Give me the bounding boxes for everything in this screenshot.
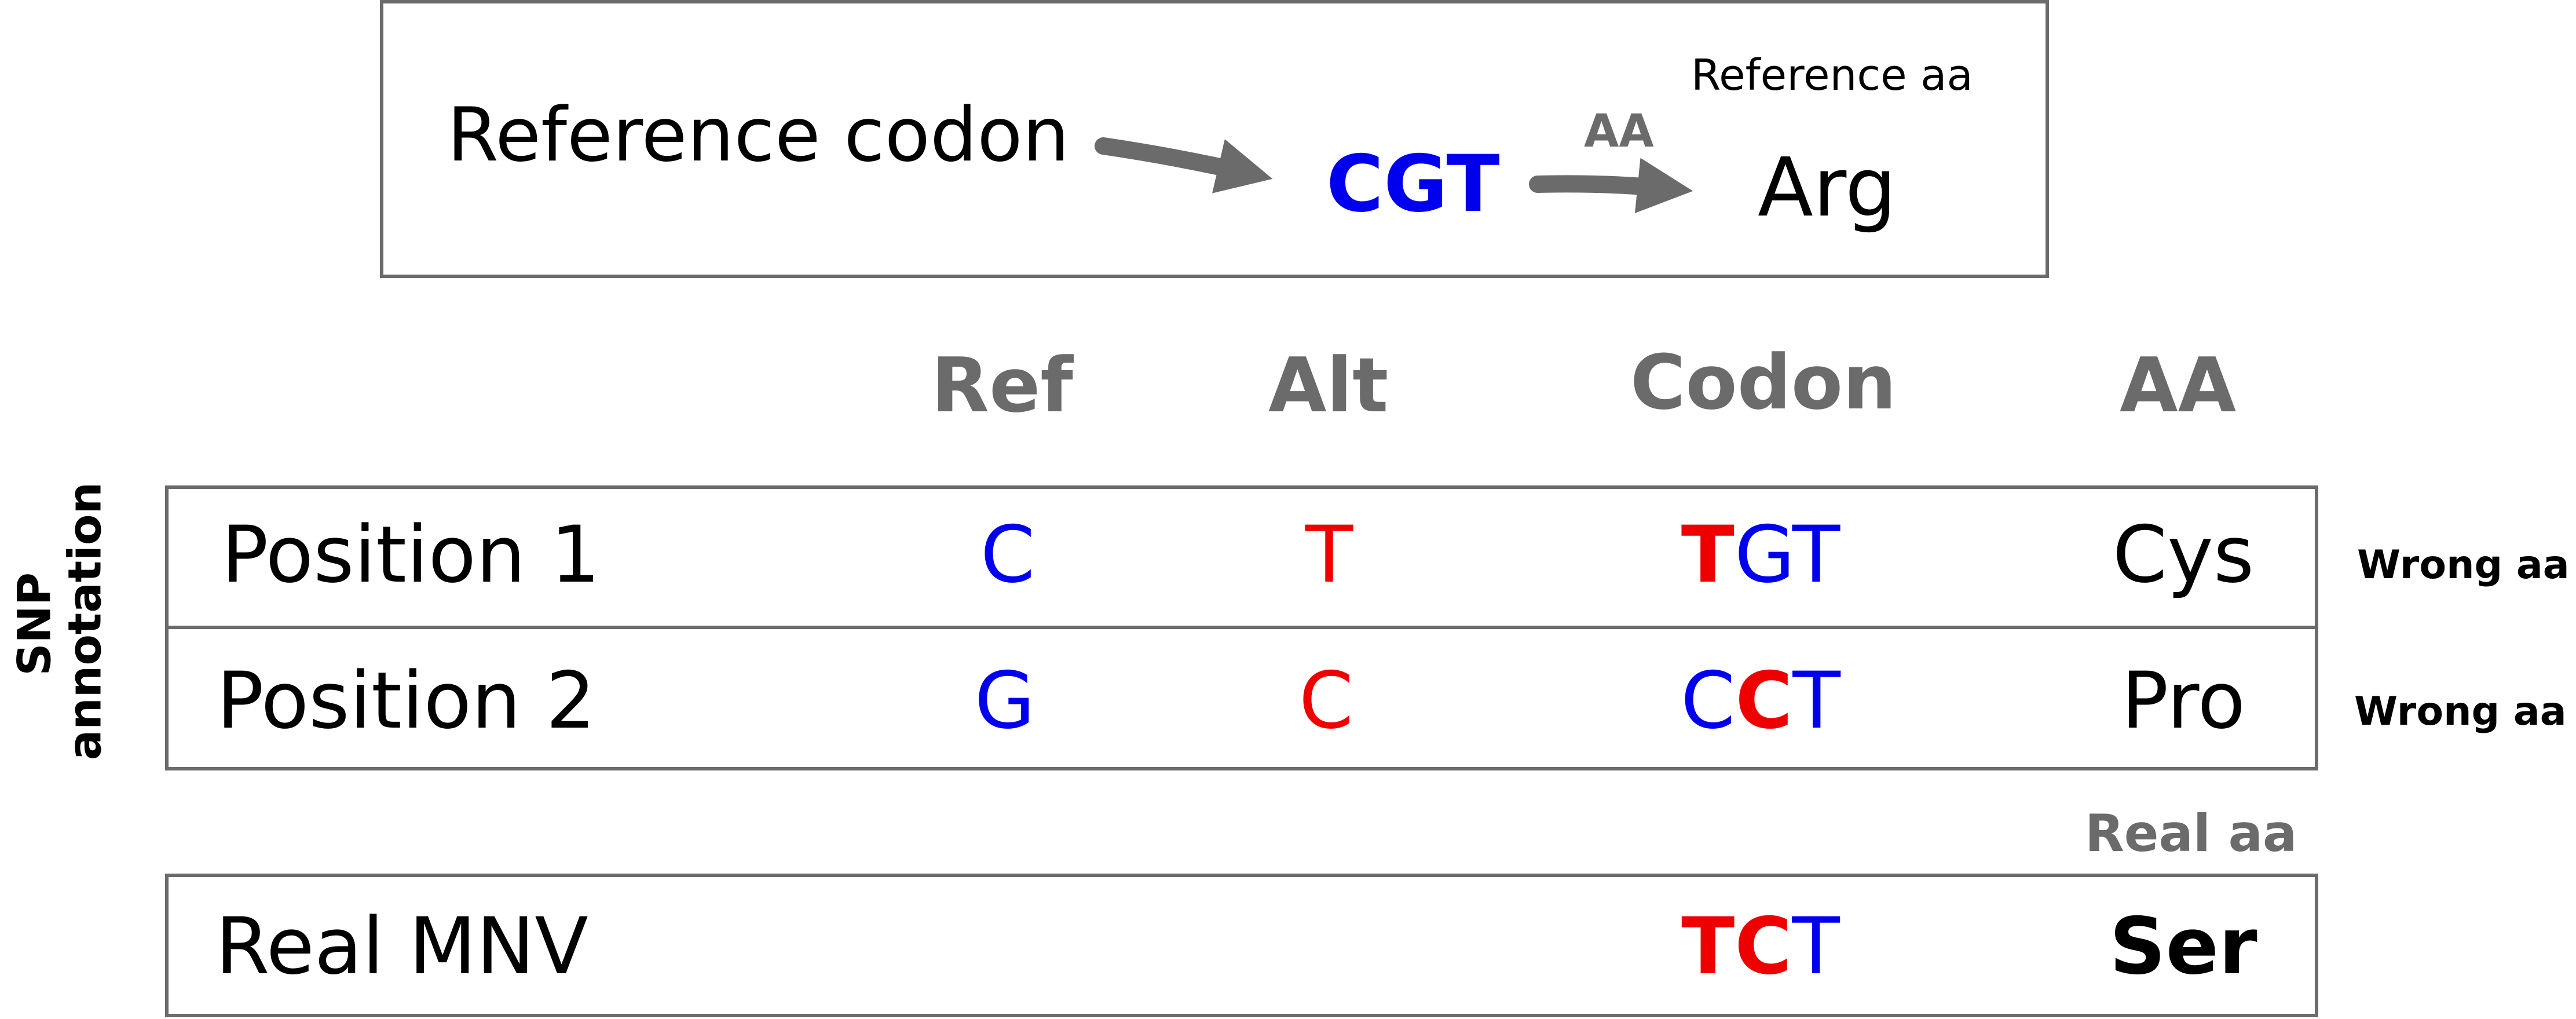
aa-arrow <box>1529 158 1693 214</box>
codon: TGT <box>1616 516 1905 594</box>
snp-annotation-label: SNP annotation <box>9 482 112 761</box>
wrong-aa-note: Wrong aa <box>2357 542 2570 588</box>
row-label: Position 1 <box>221 509 601 600</box>
wrong-aa-note: Wrong aa <box>2354 689 2567 735</box>
codon-arrow <box>1095 137 1273 193</box>
alt-base: C <box>1298 655 1354 746</box>
ref-base: G <box>974 655 1035 746</box>
mnv-codon: TCT <box>1616 907 1905 985</box>
codon-base: C <box>1681 655 1736 746</box>
codon-base: G <box>1734 509 1792 600</box>
reference-codon-label: Reference codon <box>447 92 1070 178</box>
row-label: Position 2 <box>217 655 596 746</box>
header-aa: AA <box>2120 341 2237 429</box>
mnv-box <box>165 874 2318 1017</box>
header-ref: Ref <box>931 341 1073 429</box>
reference-box <box>380 0 2049 278</box>
row-divider <box>165 626 2318 629</box>
codon-base: C <box>1735 655 1793 746</box>
codon: CCT <box>1616 662 1905 740</box>
reference-codon: CGT <box>1326 138 1500 229</box>
codon-base: T <box>1681 509 1735 600</box>
amino-acid: Pro <box>2121 655 2246 746</box>
codon-base: T <box>1792 509 1840 600</box>
header-codon: Codon <box>1630 338 1897 426</box>
reference-aa-caption: Reference aa <box>1691 50 1973 100</box>
real-aa-caption: Real aa <box>2085 803 2297 863</box>
header-alt: Alt <box>1268 341 1389 429</box>
mnv-amino-acid: Ser <box>2109 901 2257 992</box>
mnv-label: Real MNV <box>215 901 588 992</box>
codon-base: T <box>1681 901 1735 992</box>
alt-base: T <box>1305 509 1353 600</box>
amino-acid: Cys <box>2112 509 2255 600</box>
ref-base: C <box>980 509 1035 600</box>
arrow-label: AA <box>1584 105 1654 158</box>
side-label-line1: SNP <box>9 572 61 676</box>
reference-aa: Arg <box>1758 141 1897 235</box>
codon-base: T <box>1792 901 1840 992</box>
codon-base: C <box>1735 901 1792 992</box>
codon-base: T <box>1792 655 1840 746</box>
side-label-line2: annotation <box>60 482 112 761</box>
